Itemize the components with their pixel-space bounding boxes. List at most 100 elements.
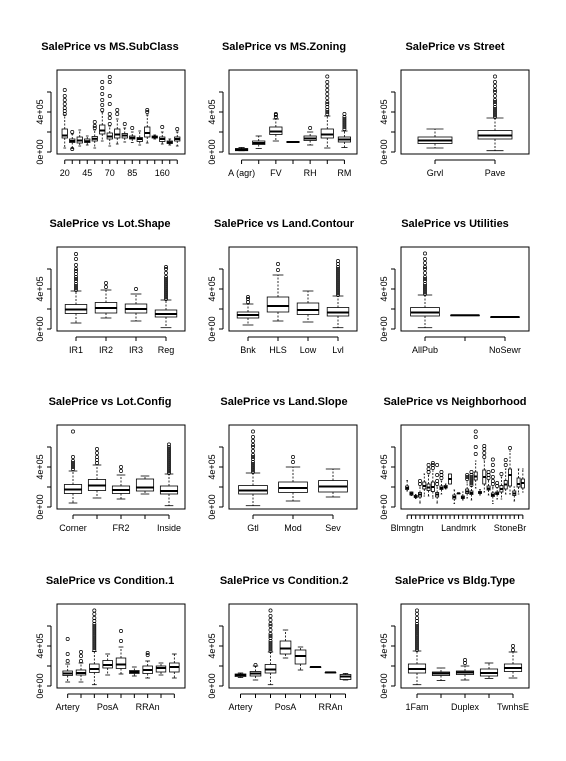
outlier-point [490,475,495,479]
outlier-point [423,261,427,265]
outlier-point [92,616,97,620]
outlier-point [336,271,340,275]
outlier-point [268,618,273,622]
outlier-point [164,283,168,287]
outlier-point [107,102,112,106]
outlier-point [511,644,515,648]
outlier-point [268,634,273,638]
y-tick-label: 4e+05 [379,454,389,479]
outlier-point [104,285,108,289]
outlier-point [164,267,168,271]
outlier-point [62,102,67,106]
box-nosewr [490,316,520,318]
outlier-point [423,267,427,271]
outlier-point [100,103,105,107]
box-sawyerw [499,472,504,500]
outlier-point [160,125,165,129]
outlier-point [100,86,105,90]
x-tick-label: IR3 [129,345,143,355]
chart-title: SalePrice vs Lot.Shape [49,218,170,230]
outlier-point [167,457,171,461]
y-tick-label: 4e+05 [35,454,45,479]
outlier-point [92,632,97,636]
outlier-point [164,285,168,289]
x-tick-label: Artery [56,702,81,712]
chart-panel-6: SalePrice vs Utilities 0e+00 4e+05 AllPub No… [379,218,530,355]
outlier-point [342,121,347,125]
outlier-point [74,277,78,281]
box-stonebr [508,446,512,495]
box-rrae [129,666,140,677]
outlier-point [79,650,83,654]
outlier-point [336,291,340,295]
outlier-point [325,92,330,96]
outlier-point [423,265,427,269]
outlier-point [100,92,105,96]
outlier-point [74,267,78,271]
outlier-point [268,628,273,632]
box-iqr [135,478,155,492]
outlier-point [493,102,497,106]
outlier-point [92,636,97,640]
chart-panel-8: SalePrice vs Land.Slope 0e+00 4e+05 Gtl Mod S… [207,396,358,533]
outlier-point [423,284,427,288]
box-fv [269,112,283,142]
box-ir2 [94,281,118,319]
x-tick-label: 85 [127,168,137,178]
outlier-point [253,663,258,667]
box-iqr [516,477,521,488]
box-allpub [410,251,440,329]
y-tick-label: 0e+00 [35,494,45,519]
y-tick-label: 0e+00 [207,494,217,519]
outlier-point [342,125,347,129]
outlier-point [119,465,123,469]
box-rran [324,671,337,674]
outlier-point [107,116,112,120]
box-fr2 [111,465,131,500]
outlier-point [469,470,474,474]
outlier-point [423,286,427,290]
outlier-point [92,648,97,652]
outlier-point [465,475,470,479]
box-iqr [115,657,127,669]
outlier-point [268,645,273,649]
chart-panel-1: SalePrice vs MS.SubClass 0e+00 4e+05 20 45 70… [35,41,186,178]
outlier-point [71,465,75,469]
outlier-point [490,457,495,462]
outlier-point [107,94,112,98]
y-tick-label: 4e+05 [379,99,389,124]
outlier-point [92,630,97,634]
outlier-point [92,126,97,130]
outlier-point [435,463,440,467]
outlier-point [415,616,419,620]
chart-title: SalePrice vs Street [405,41,504,53]
outlier-point [167,469,171,473]
box-crawfor [430,461,435,499]
box-norm [89,608,100,686]
outlier-point [342,123,347,127]
outlier-point [493,100,497,104]
box-180 [166,138,173,146]
outlier-point [469,481,474,485]
plot-frame [228,69,358,155]
x-tick-label: NoSewr [489,345,521,355]
outlier-point [415,644,419,648]
box-a-agr- [234,147,249,152]
outlier-point [92,640,97,644]
outlier-point [167,451,171,455]
y-tick-label: 0e+00 [207,316,217,341]
x-tick-label: Low [300,345,317,355]
outlier-point [92,644,97,648]
outlier-point [268,636,273,640]
outlier-point [74,279,78,283]
outlier-point [493,94,497,98]
x-tick-label: Corner [59,523,87,533]
outlier-point [423,277,427,281]
plot-frame [56,246,186,332]
outlier-point [79,659,83,663]
x-tick-label: StoneBr [494,523,527,533]
outlier-point [325,88,330,92]
outlier-point [95,455,99,459]
outlier-point [336,293,340,297]
outlier-point [251,449,255,453]
